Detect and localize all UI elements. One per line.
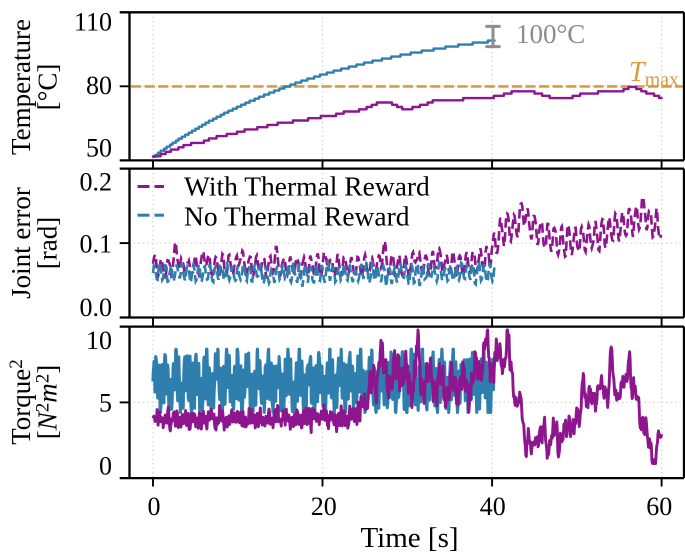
svg-text:5: 5 [99, 389, 112, 418]
svg-text:50: 50 [86, 134, 112, 163]
svg-text:0: 0 [99, 451, 112, 480]
svg-text:0: 0 [148, 492, 161, 521]
svg-text:With Thermal Reward: With Thermal Reward [184, 171, 430, 202]
svg-text:Joint error: Joint error [6, 187, 36, 299]
svg-text:100°C: 100°C [516, 19, 585, 49]
svg-text:Temperature: Temperature [6, 19, 36, 155]
svg-text:40: 40 [480, 492, 506, 521]
svg-text:10: 10 [86, 326, 112, 355]
svg-text:110: 110 [74, 8, 112, 37]
svg-text:Torque2: Torque2 [6, 359, 36, 445]
svg-text:No Thermal Reward: No Thermal Reward [184, 201, 410, 232]
svg-text:0.2: 0.2 [80, 167, 113, 196]
svg-text:80: 80 [86, 71, 112, 100]
svg-text:0.0: 0.0 [80, 293, 113, 322]
svg-text:[rad]: [rad] [33, 217, 63, 269]
svg-text:20: 20 [311, 492, 337, 521]
svg-text:Time [s]: Time [s] [360, 522, 458, 554]
svg-text:[°C]: [°C] [33, 64, 63, 111]
svg-text:60: 60 [646, 492, 672, 521]
svg-text:[N2m2]: [N2m2] [33, 365, 63, 440]
svg-text:0.1: 0.1 [80, 229, 113, 258]
